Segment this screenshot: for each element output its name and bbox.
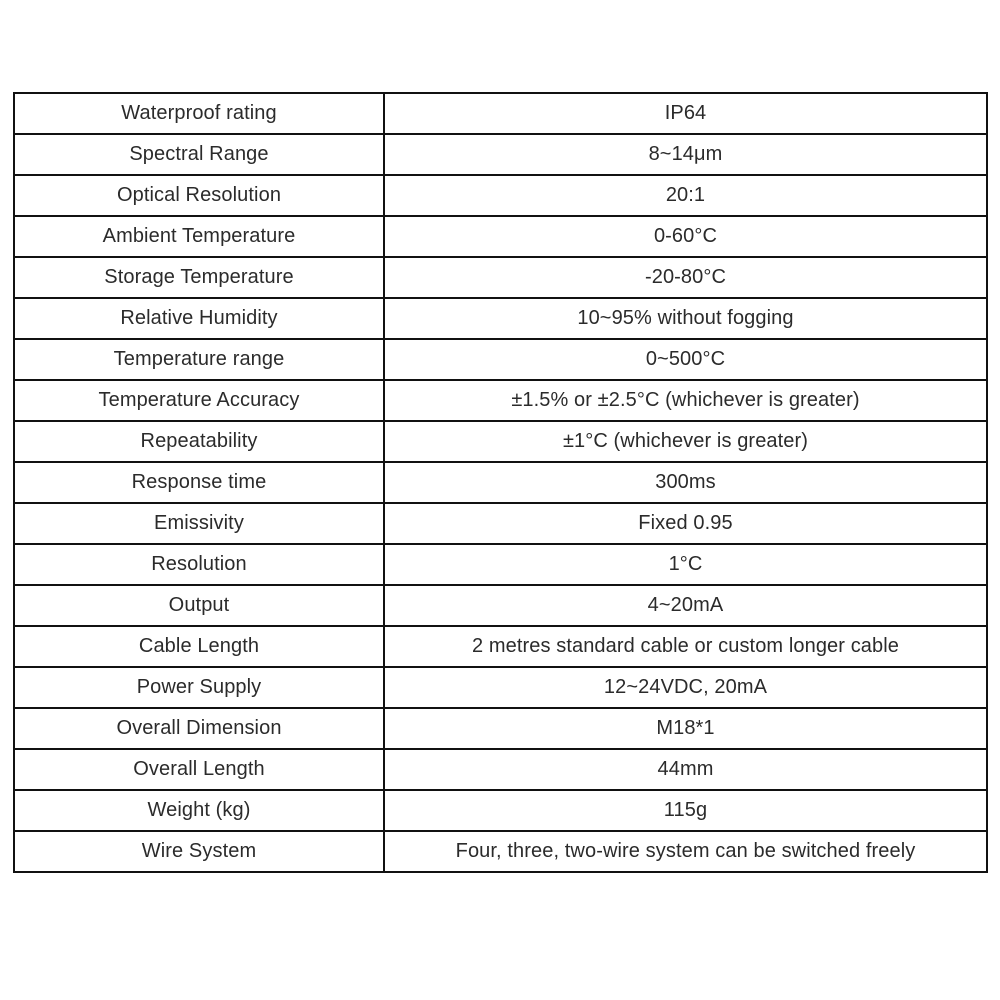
spec-label: Optical Resolution — [13, 174, 385, 217]
table-row: Wire System Four, three, two-wire system… — [13, 830, 988, 873]
spec-table-body: Waterproof rating IP64 Spectral Range 8~… — [13, 92, 988, 873]
spec-value: -20-80°C — [383, 256, 988, 299]
spec-label: Overall Dimension — [13, 707, 385, 750]
spec-label: Weight (kg) — [13, 789, 385, 832]
spec-value: M18*1 — [383, 707, 988, 750]
spec-label: Temperature range — [13, 338, 385, 381]
spec-label: Repeatability — [13, 420, 385, 463]
table-row: Overall Dimension M18*1 — [13, 707, 988, 750]
spec-label: Storage Temperature — [13, 256, 385, 299]
table-row: Resolution 1°C — [13, 543, 988, 586]
spec-label: Ambient Temperature — [13, 215, 385, 258]
spec-value: Fixed 0.95 — [383, 502, 988, 545]
spec-value: 115g — [383, 789, 988, 832]
spec-label: Spectral Range — [13, 133, 385, 176]
spec-label: Waterproof rating — [13, 92, 385, 135]
table-row: Emissivity Fixed 0.95 — [13, 502, 988, 545]
spec-label: Response time — [13, 461, 385, 504]
table-row: Spectral Range 8~14μm — [13, 133, 988, 176]
table-row: Waterproof rating IP64 — [13, 92, 988, 135]
table-row: Weight (kg) 115g — [13, 789, 988, 832]
spec-value: 300ms — [383, 461, 988, 504]
spec-label: Resolution — [13, 543, 385, 586]
spec-label: Temperature Accuracy — [13, 379, 385, 422]
table-row: Temperature range 0~500°C — [13, 338, 988, 381]
table-row: Relative Humidity 10~95% without fogging — [13, 297, 988, 340]
spec-value: 1°C — [383, 543, 988, 586]
spec-label: Output — [13, 584, 385, 627]
spec-label: Power Supply — [13, 666, 385, 709]
spec-value: 12~24VDC, 20mA — [383, 666, 988, 709]
spec-value: 4~20mA — [383, 584, 988, 627]
spec-value: 20:1 — [383, 174, 988, 217]
table-row: Temperature Accuracy ±1.5% or ±2.5°C (wh… — [13, 379, 988, 422]
spec-value: 10~95% without fogging — [383, 297, 988, 340]
spec-value: ±1.5% or ±2.5°C (whichever is greater) — [383, 379, 988, 422]
table-row: Optical Resolution 20:1 — [13, 174, 988, 217]
spec-table: Waterproof rating IP64 Spectral Range 8~… — [13, 92, 988, 873]
spec-label: Relative Humidity — [13, 297, 385, 340]
spec-label: Wire System — [13, 830, 385, 873]
spec-table-container: Waterproof rating IP64 Spectral Range 8~… — [13, 92, 988, 873]
table-row: Output 4~20mA — [13, 584, 988, 627]
table-row: Power Supply 12~24VDC, 20mA — [13, 666, 988, 709]
spec-value: 2 metres standard cable or custom longer… — [383, 625, 988, 668]
spec-value: 0-60°C — [383, 215, 988, 258]
table-row: Storage Temperature -20-80°C — [13, 256, 988, 299]
table-row: Response time 300ms — [13, 461, 988, 504]
spec-value: 0~500°C — [383, 338, 988, 381]
spec-value: 44mm — [383, 748, 988, 791]
spec-value: Four, three, two-wire system can be swit… — [383, 830, 988, 873]
spec-value: ±1°C (whichever is greater) — [383, 420, 988, 463]
spec-label: Cable Length — [13, 625, 385, 668]
table-row: Repeatability ±1°C (whichever is greater… — [13, 420, 988, 463]
table-row: Cable Length 2 metres standard cable or … — [13, 625, 988, 668]
table-row: Overall Length 44mm — [13, 748, 988, 791]
spec-value: 8~14μm — [383, 133, 988, 176]
spec-value: IP64 — [383, 92, 988, 135]
spec-label: Emissivity — [13, 502, 385, 545]
spec-label: Overall Length — [13, 748, 385, 791]
table-row: Ambient Temperature 0-60°C — [13, 215, 988, 258]
